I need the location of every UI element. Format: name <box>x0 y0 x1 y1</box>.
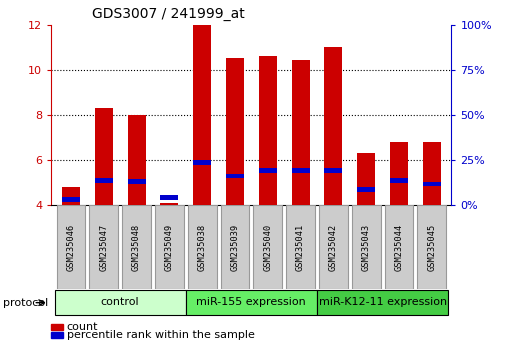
FancyBboxPatch shape <box>186 290 317 315</box>
Text: GSM235040: GSM235040 <box>263 223 272 270</box>
Text: GDS3007 / 241999_at: GDS3007 / 241999_at <box>92 7 245 21</box>
FancyBboxPatch shape <box>319 205 348 289</box>
Bar <box>95 108 113 205</box>
Bar <box>161 203 179 205</box>
FancyBboxPatch shape <box>286 205 315 289</box>
Text: GSM235039: GSM235039 <box>230 223 240 270</box>
FancyBboxPatch shape <box>54 290 186 315</box>
Text: count: count <box>67 322 98 332</box>
Bar <box>226 174 244 178</box>
Bar <box>62 187 80 205</box>
FancyBboxPatch shape <box>317 290 448 315</box>
Bar <box>357 153 375 205</box>
Text: GSM235042: GSM235042 <box>329 223 338 270</box>
Bar <box>193 25 211 205</box>
Text: control: control <box>101 297 140 307</box>
Bar <box>95 178 113 183</box>
Bar <box>128 179 146 184</box>
FancyBboxPatch shape <box>56 205 85 289</box>
FancyBboxPatch shape <box>253 205 282 289</box>
FancyBboxPatch shape <box>122 205 151 289</box>
Text: miR-155 expression: miR-155 expression <box>196 297 306 307</box>
Bar <box>357 187 375 192</box>
Bar <box>259 168 277 173</box>
Bar <box>62 198 80 202</box>
FancyBboxPatch shape <box>418 205 446 289</box>
Bar <box>423 142 441 205</box>
Bar <box>161 195 179 200</box>
Text: GSM235041: GSM235041 <box>296 223 305 270</box>
Text: GSM235038: GSM235038 <box>198 223 207 270</box>
Text: GSM235045: GSM235045 <box>427 223 436 270</box>
Bar <box>423 182 441 186</box>
Bar <box>324 47 342 205</box>
Bar <box>128 115 146 205</box>
Bar <box>291 60 309 205</box>
Text: protocol: protocol <box>3 298 48 308</box>
Text: GSM235043: GSM235043 <box>362 223 371 270</box>
FancyBboxPatch shape <box>221 205 249 289</box>
FancyBboxPatch shape <box>89 205 118 289</box>
Text: GSM235044: GSM235044 <box>394 223 403 270</box>
FancyBboxPatch shape <box>352 205 381 289</box>
Text: percentile rank within the sample: percentile rank within the sample <box>67 330 254 340</box>
FancyBboxPatch shape <box>385 205 413 289</box>
Bar <box>390 178 408 183</box>
Bar <box>324 168 342 173</box>
Text: GSM235047: GSM235047 <box>100 223 108 270</box>
Bar <box>259 56 277 205</box>
Text: GSM235048: GSM235048 <box>132 223 141 270</box>
Bar <box>193 160 211 165</box>
Bar <box>291 168 309 173</box>
Text: miR-K12-11 expression: miR-K12-11 expression <box>319 297 447 307</box>
Text: GSM235046: GSM235046 <box>67 223 75 270</box>
FancyBboxPatch shape <box>188 205 216 289</box>
Bar <box>226 57 244 205</box>
Bar <box>390 142 408 205</box>
Text: GSM235049: GSM235049 <box>165 223 174 270</box>
FancyBboxPatch shape <box>155 205 184 289</box>
